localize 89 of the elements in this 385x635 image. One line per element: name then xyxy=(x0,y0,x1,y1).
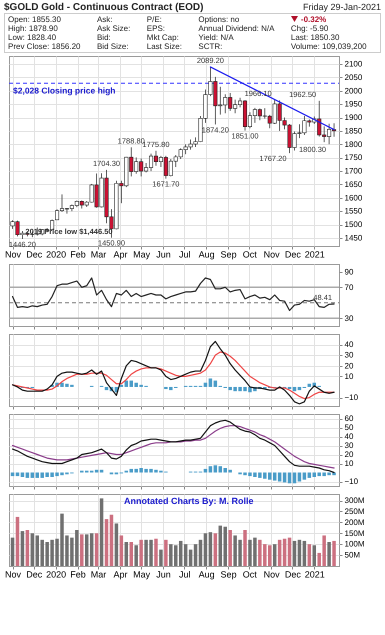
y-tick-label: 1700 xyxy=(344,166,363,176)
x-tick-label: 2021 xyxy=(304,570,325,580)
y-tick-label: 20 xyxy=(344,450,354,459)
y-tick-label: 2050 xyxy=(344,72,363,82)
y-tick-label: 40 xyxy=(344,432,354,441)
y-tick-label: 1450 xyxy=(344,233,363,242)
text: Bid: xyxy=(96,33,112,42)
x-tick-label: Dec xyxy=(284,570,302,580)
y-tick-label: 40 xyxy=(344,340,354,350)
x-tick-label: Nov xyxy=(5,250,22,260)
y-tick-label: 1650 xyxy=(344,180,363,189)
x-tick-label: Aug xyxy=(198,570,215,580)
annotation: Annotated Charts By: M. Rolle xyxy=(124,496,254,506)
x-tick-label: Sep xyxy=(220,250,237,260)
text: Ask Size: xyxy=(96,24,132,33)
y-tick-label: 50 xyxy=(344,423,354,432)
text: Options: no xyxy=(198,15,240,24)
y-tick-label: 1500 xyxy=(344,220,363,230)
y-tick-label: 1750 xyxy=(344,153,363,162)
y-tick-label: −10 xyxy=(344,477,359,486)
y-tick-label: 60 xyxy=(344,414,354,423)
y-tick-label: 300M xyxy=(344,496,365,506)
y-tick-label: 1900 xyxy=(344,113,363,122)
text: Open: 1855.30 xyxy=(8,15,62,24)
text: Yield: N/A xyxy=(198,33,235,42)
y-tick-label: 70 xyxy=(344,282,354,292)
x-tick-label: Dec xyxy=(26,570,43,580)
text: Annual Dividend: N/A xyxy=(198,24,276,33)
ref-line-label: $2,028 Closing price high xyxy=(13,85,116,96)
y-tick-label: 50M xyxy=(344,550,360,560)
y-tick-label: 1600 xyxy=(344,193,363,202)
text: Prev Close: 1856.20 xyxy=(8,42,82,51)
x-tick-label: Feb xyxy=(70,570,86,580)
y-tick-label: 100M xyxy=(344,540,365,549)
text: EPS: xyxy=(146,24,166,33)
y-tick-label: 20 xyxy=(344,361,354,370)
y-tick-label: 1550 xyxy=(344,206,363,216)
x-tick-label: Sep xyxy=(220,570,237,580)
x-tick-label: Mar xyxy=(90,250,106,260)
y-tick-label: 30 xyxy=(344,350,354,360)
x-tick-label: Aug xyxy=(198,250,215,260)
y-tick-label: 90 xyxy=(344,267,354,276)
text: Mkt Cap: xyxy=(146,33,180,42)
x-tick-label: Dec xyxy=(284,250,302,260)
y-tick-label: 2000 xyxy=(344,86,363,96)
y-tick-label: 200M xyxy=(344,518,365,527)
y-tick-label: 250M xyxy=(344,506,365,516)
y-tick-label: −10 xyxy=(344,393,359,402)
y-tick-label: 150M xyxy=(344,528,365,538)
x-tick-label: Jun xyxy=(156,250,171,260)
x-tick-label: Oct xyxy=(242,250,258,260)
x-tick-label: Mar xyxy=(90,570,106,580)
x-tick-label: Oct xyxy=(242,570,258,580)
x-tick-label: May xyxy=(133,570,151,580)
y-tick-label: 30 xyxy=(344,441,354,450)
x-tick-label: Nov xyxy=(264,570,280,580)
x-tick-label: 2020 xyxy=(46,570,66,580)
x-tick-label: 2020 xyxy=(46,250,66,260)
x-tick-label: Jul xyxy=(178,570,191,580)
text: Low: 1828.40 xyxy=(8,33,58,42)
y-tick-label: 2100 xyxy=(344,60,363,69)
y-tick-label: 10 xyxy=(344,459,354,468)
text: Volume: 109,039,200 xyxy=(290,42,368,51)
text: Chg: -5.90 xyxy=(290,24,330,33)
y-tick-label: 10 xyxy=(344,372,354,381)
y-tick-label: 1850 xyxy=(344,126,363,136)
x-tick-label: Nov xyxy=(264,250,280,260)
x-tick-label: Dec xyxy=(26,250,43,260)
x-tick-label: Nov xyxy=(5,570,22,580)
x-tick-label: May xyxy=(133,250,151,260)
x-tick-label: Apr xyxy=(113,250,128,260)
x-tick-label: Jun xyxy=(156,570,171,580)
x-tick-label: Feb xyxy=(70,250,86,260)
text: -0.32% xyxy=(300,15,328,24)
text: Last Size: xyxy=(146,42,183,51)
text: Ask: xyxy=(96,15,114,24)
chart-subtitle: Friday 29-Jan-2021 xyxy=(302,2,381,13)
text: Last: 1850.30 xyxy=(290,33,340,42)
text: Bid Size: xyxy=(96,42,130,51)
y-tick-label: 30 xyxy=(344,314,354,323)
text: SCTR: xyxy=(198,42,224,51)
y-tick-label: 1800 xyxy=(344,140,363,149)
chart-title: $GOLD Gold - Continuous Contract (EOD) xyxy=(4,2,204,13)
x-tick-label: Apr xyxy=(113,570,128,580)
text: High: 1878.90 xyxy=(8,24,59,33)
x-tick-label: Jul xyxy=(178,250,191,260)
x-tick-label: 2021 xyxy=(304,250,325,260)
y-tick-label: 1950 xyxy=(344,100,363,109)
text: P/E: xyxy=(146,15,163,24)
